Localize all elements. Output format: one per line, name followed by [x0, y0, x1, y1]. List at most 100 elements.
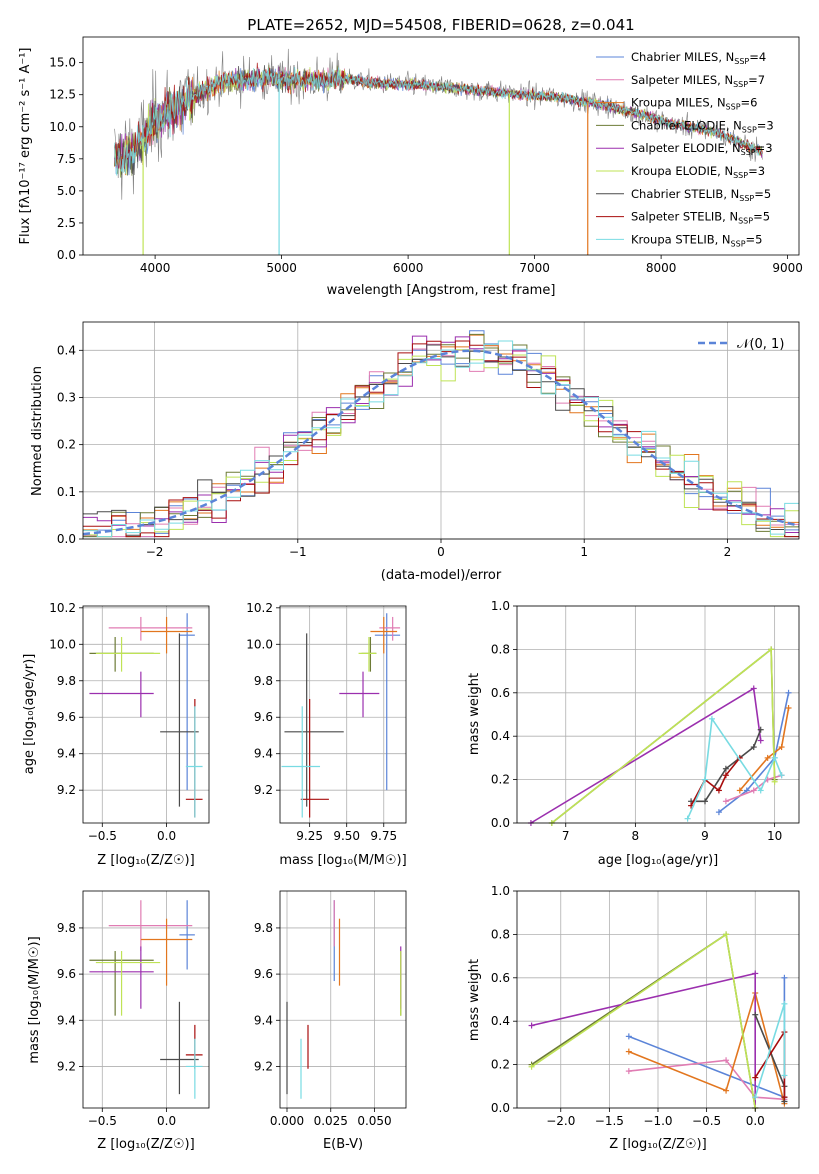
x-tick-label: 8	[632, 829, 640, 843]
x-tick-label: 9.50	[333, 829, 360, 843]
x-tick-label: −1	[289, 545, 307, 559]
x-tick-label: 9	[701, 829, 709, 843]
z-mass-panel: −0.5 0.0 9.2 9.4 9.6 9.8 Z [log₁₀(Z/Z☉)] mass…	[27, 890, 210, 1152]
y-tick-label: 9.8	[254, 674, 273, 688]
spectrum-axes	[82, 36, 800, 256]
legend-label: Kroupa MILES, NSSP=6	[631, 96, 757, 112]
spectrum-model-kroupa_stelib	[114, 66, 763, 176]
mass-age-panel: 9.25 9.50 9.75 9.2 9.4 9.6 9.8 10.0 10.2 mass [l…	[246, 601, 406, 868]
x-tick-label: 1	[580, 545, 588, 559]
y-tick-label: 10.0	[49, 637, 76, 651]
age-weight-ylabel: mass weight	[467, 673, 482, 755]
histogram-xlabel: (data-model)/error	[381, 568, 502, 583]
x-tick-label: 8000	[646, 261, 677, 275]
legend-label: Chabrier STELIB, NSSP=5	[631, 187, 771, 203]
x-tick-label: 0.0	[157, 829, 176, 843]
y-tick-label: 9.8	[254, 921, 273, 935]
y-tick-label: 0.2	[57, 438, 76, 452]
histogram-salpeter_stelib	[83, 340, 799, 538]
x-tick-label: −0.5	[88, 829, 117, 843]
x-tick-label: 2	[724, 545, 732, 559]
x-tick-label: −1.5	[595, 1114, 624, 1128]
spectrum-title: PLATE=2652, MJD=54508, FIBERID=0628, z=0…	[247, 16, 634, 34]
y-tick-label: 9.2	[254, 1059, 273, 1073]
z-mass-xlabel: Z [log₁₀(Z/Z☉)]	[97, 1137, 194, 1152]
legend-label: Kroupa STELIB, NSSP=5	[631, 232, 762, 248]
x-tick-label: −0.5	[88, 1114, 117, 1128]
histogram-ylabel: Normed distribution	[30, 366, 45, 496]
x-tick-label: 7000	[519, 261, 550, 275]
mass-age-axes	[279, 605, 407, 824]
x-tick-label: 6000	[393, 261, 424, 275]
legend-label: Kroupa ELODIE, NSSP=3	[631, 164, 765, 180]
legend-label: Salpeter ELODIE, NSSP=3	[631, 141, 773, 157]
spectrum-ylabel: Flux [fλ10⁻¹⁷ erg cm⁻² s⁻¹ A⁻¹]	[18, 48, 33, 245]
y-tick-label: 1.0	[491, 599, 510, 613]
ebv-mass-xlabel: E(B-V)	[323, 1137, 363, 1152]
y-tick-label: 0.0	[57, 248, 76, 262]
x-tick-label: 9.25	[296, 829, 323, 843]
y-tick-label: 15.0	[49, 56, 76, 70]
weight-line-salpeter_elodie	[531, 972, 756, 1108]
age-weight-panel: 7 8 9 10 0.0 0.2 0.4 0.6 0.8 1.0 age [log₁₀(age/y…	[467, 599, 800, 868]
x-tick-label: 10	[767, 829, 782, 843]
z-weight-panel: −2.0 −1.5 −1.0 −0.5 0.0 0.0 0.2 0.4 0.6 0.8 1.0 Z …	[467, 884, 800, 1152]
mass-age-xlabel: mass [log₁₀(M/M☉)]	[279, 853, 406, 868]
y-tick-label: 9.2	[57, 783, 76, 797]
ebv-mass-axes	[279, 890, 407, 1109]
x-tick-label: 0	[437, 545, 445, 559]
histogram-kroupa_elodie	[83, 349, 799, 538]
x-tick-label: −1.0	[643, 1114, 672, 1128]
x-tick-label: 0.0	[746, 1114, 765, 1128]
y-tick-label: 12.5	[49, 88, 76, 102]
y-tick-label: 9.6	[57, 710, 76, 724]
z-age-axes	[82, 605, 210, 824]
spectrum-panel: PLATE=2652, MJD=54508, FIBERID=0628, z=0…	[18, 16, 803, 298]
y-tick-label: 0.0	[491, 1101, 510, 1115]
x-tick-label: 4000	[140, 261, 171, 275]
y-tick-label: 0.8	[491, 642, 510, 656]
spectrum-legend: Chabrier MILES, NSSP=4 Salpeter MILES, NS…	[596, 50, 774, 248]
z-mass-axes	[82, 890, 210, 1109]
y-tick-label: 9.4	[254, 747, 273, 761]
y-tick-label: 0.0	[57, 532, 76, 546]
y-tick-label: 9.4	[57, 747, 76, 761]
weight-line-kroupa_stelib	[754, 1003, 786, 1098]
y-tick-label: 9.2	[57, 1059, 76, 1073]
y-tick-label: 9.8	[57, 674, 76, 688]
weight-line-kroupa_stelib	[686, 716, 783, 820]
y-tick-label: 1.0	[491, 884, 510, 898]
legend-label: Chabrier MILES, NSSP=4	[631, 50, 766, 66]
y-tick-label: 9.2	[254, 783, 273, 797]
z-weight-ylabel: mass weight	[467, 959, 482, 1041]
z-weight-xlabel: Z [log₁₀(Z/Z☉)]	[609, 1137, 706, 1152]
x-tick-label: 7	[562, 829, 570, 843]
y-tick-label: 0.8	[491, 927, 510, 941]
y-tick-label: 9.6	[57, 967, 76, 981]
x-tick-label: 0.025	[314, 1114, 348, 1128]
y-tick-label: 0.0	[491, 816, 510, 830]
z-mass-ylabel: mass [log₁₀(M/M☉)]	[27, 936, 42, 1063]
y-tick-label: 0.3	[57, 390, 76, 404]
z-age-ylabel: age [log₁₀(age/yr)]	[22, 654, 37, 775]
y-tick-label: 9.6	[254, 710, 273, 724]
legend-label: Salpeter STELIB, NSSP=5	[631, 210, 770, 226]
y-tick-label: 9.4	[254, 1013, 273, 1027]
y-tick-label: 10.2	[49, 601, 76, 615]
y-tick-label: 10.0	[246, 637, 273, 651]
weight-line-chabrier_miles	[718, 692, 790, 813]
normal-curve	[82, 349, 800, 536]
legend-label: Chabrier ELODIE, NSSP=3	[631, 118, 774, 134]
y-tick-label: 0.2	[491, 773, 510, 787]
y-tick-label: 9.4	[57, 1013, 76, 1027]
x-tick-label: 9000	[772, 261, 803, 275]
y-tick-label: 10.0	[49, 120, 76, 134]
y-tick-label: 7.5	[57, 152, 76, 166]
spectrum-xlabel: wavelength [Angstrom, rest frame]	[327, 283, 556, 298]
y-tick-label: 0.4	[57, 343, 76, 357]
residual-histogram-panel: −2 −1 0 1 2 0.0 0.1 0.2 0.3 0.4 (data-model)/erro…	[30, 321, 800, 583]
x-tick-label: 0.0	[157, 1114, 176, 1128]
y-tick-label: 0.4	[491, 729, 510, 743]
histogram-legend: 𝒩(0, 1)	[698, 337, 784, 352]
z-age-xlabel: Z [log₁₀(Z/Z☉)]	[97, 853, 194, 868]
